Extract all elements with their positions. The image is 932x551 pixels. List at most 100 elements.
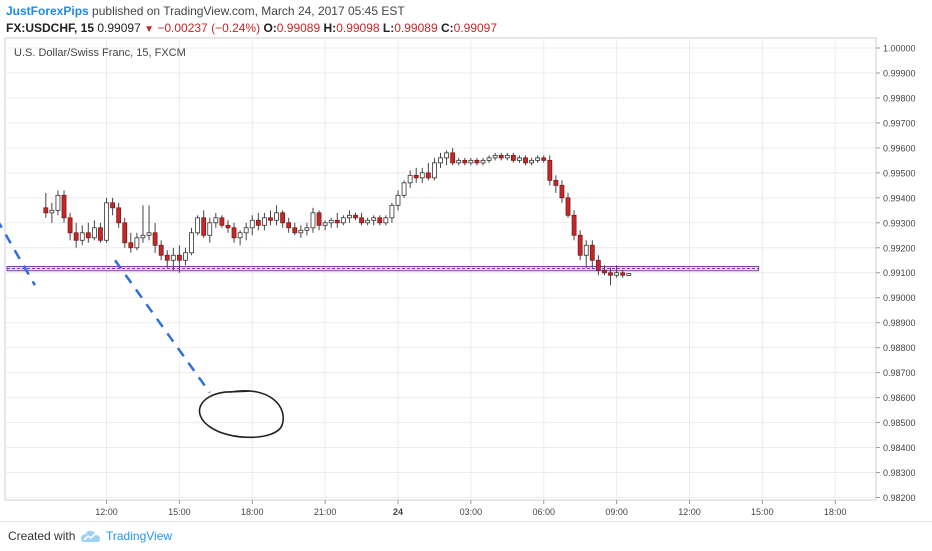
candle-body [371,217,377,221]
y-tick-label: 0.99000 [883,293,916,303]
y-tick-label: 0.98500 [883,418,916,428]
candle-body [395,194,401,206]
y-tick-label: 0.99300 [883,218,916,228]
candle-body [504,154,510,159]
candle-body [207,222,213,236]
candle-body [201,217,207,236]
candle-body [158,244,164,256]
candle-body [43,207,49,214]
candle-body [553,179,559,186]
candle-body [359,217,364,224]
candle-body [98,227,103,241]
y-tick-label: 0.98900 [883,318,916,328]
ohlc-line: FX:USDCHF, 15 0.99097 ▼ −0.00237 (−0.24%… [6,20,926,38]
candle-body [152,232,158,246]
candle-body [219,217,225,226]
chart-header: JustForexPips published on TradingView.c… [6,3,926,38]
candle-body [140,234,146,239]
candle-body [122,222,128,244]
candle-body [602,269,607,274]
candle-body [353,214,358,219]
symbol-label: FX:USDCHF, 15 [6,21,95,35]
candle-body [583,244,589,256]
y-tick-label: 0.99400 [883,193,916,203]
x-tick-label: 15:00 [168,507,191,517]
y-tick-label: 0.98800 [883,343,916,353]
candle-body [517,157,522,161]
candle-body [67,217,73,234]
candle-body [61,194,67,219]
candle-body [49,209,55,214]
candle-body [189,232,194,254]
y-tick-label: 0.99500 [883,168,916,178]
candle-body [213,217,219,224]
candle-body [304,227,310,231]
candle-body [231,227,237,239]
y-tick-label: 0.99900 [883,68,916,78]
candle-body [510,154,516,161]
candle-body [462,159,468,164]
x-tick-label: 12:00 [678,507,701,517]
candle-body [164,254,170,261]
candle-body [128,242,134,249]
y-tick-label: 0.99200 [883,243,916,253]
candle-body [334,219,340,224]
high-value: 0.99098 [336,21,380,35]
created-with-label: Created with [8,529,76,543]
price-chart[interactable]: 1.00000 0.99900 0.99800 0.99700 0.99600 0.995… [0,0,932,521]
y-tick-label: 0.98200 [883,493,916,503]
candle-body [565,197,571,216]
candle-body [492,154,498,159]
candle-body [73,232,79,241]
close-label: C: [440,21,454,35]
target-circle[interactable] [198,390,284,439]
candle-body [589,244,595,261]
candle-body [85,232,91,239]
candle-body [310,212,316,229]
candle-body [286,222,292,229]
y-tick-label: 0.99100 [883,268,916,278]
candle-body [438,157,443,164]
candle-body [413,174,419,179]
publish-line: JustForexPips published on TradingView.c… [6,3,926,20]
candle-body [340,217,346,224]
candle-body [529,159,534,164]
candle-body [595,259,601,271]
candle-body [298,229,304,234]
price-change: −0.00237 (−0.24%) [157,21,261,35]
low-value: 0.99089 [394,21,438,35]
candle-body [268,217,273,221]
tradingview-brand[interactable]: TradingView [106,529,173,543]
y-tick-label: 0.98700 [883,368,916,378]
y-tick-label: 0.99700 [883,118,916,128]
projection-line[interactable] [114,259,211,394]
candle-body [571,214,577,236]
open-value: 0.99089 [276,21,321,35]
candle-body [176,254,182,261]
candle-body [134,237,140,249]
candle-body [116,207,122,224]
candle-body [170,254,176,261]
candle-body [626,273,632,276]
author-link[interactable]: JustForexPips [6,4,89,18]
open-label: O: [263,21,277,35]
tradingview-logo-icon[interactable] [79,528,101,544]
candle-body [79,232,85,241]
candle-body [535,157,541,161]
high-label: H: [323,21,337,35]
candle-body [432,162,437,179]
candle-body [322,222,328,226]
candle-body [401,182,407,196]
candle-body [577,234,583,256]
candle-body [225,224,231,229]
x-tick-label: 18:00 [824,507,847,517]
candle-body [365,219,371,224]
candle-body [328,219,334,224]
candle-body [274,212,279,221]
candle-body [541,157,547,161]
y-tick-label: 0.98600 [883,393,916,403]
candle-body [280,212,286,224]
candle-body [486,157,492,161]
candle-body [468,159,474,164]
candle-body [498,154,504,159]
